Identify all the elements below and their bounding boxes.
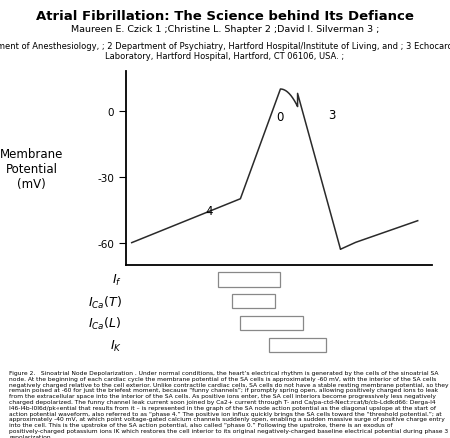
Text: $I_{Ca}(L)$: $I_{Ca}(L)$ bbox=[88, 316, 122, 332]
Text: Membrane
Potential
(mV): Membrane Potential (mV) bbox=[0, 147, 63, 190]
Text: 4: 4 bbox=[205, 205, 213, 218]
Text: $I_{Ca}(T)$: $I_{Ca}(T)$ bbox=[88, 294, 122, 310]
Text: 1 Department of Anesthesiology, ; 2 Department of Psychiatry, Hartford Hospital/: 1 Department of Anesthesiology, ; 2 Depa… bbox=[0, 42, 450, 61]
Text: Figure 2.   Sinoatrial Node Depolarization . Under normal conditions, the heart’: Figure 2. Sinoatrial Node Depolarization… bbox=[9, 370, 449, 438]
Text: Atrial Fibrillation: The Science behind Its Defiance: Atrial Fibrillation: The Science behind … bbox=[36, 10, 414, 23]
Text: 0: 0 bbox=[277, 110, 284, 124]
Text: $I_K$: $I_K$ bbox=[109, 338, 122, 353]
Text: 3: 3 bbox=[328, 108, 336, 121]
Text: $I_f$: $I_f$ bbox=[112, 272, 122, 287]
Text: Maureen E. Czick 1 ;Christine L. Shapter 2 ;David I. Silverman 3 ;: Maureen E. Czick 1 ;Christine L. Shapter… bbox=[71, 25, 379, 34]
